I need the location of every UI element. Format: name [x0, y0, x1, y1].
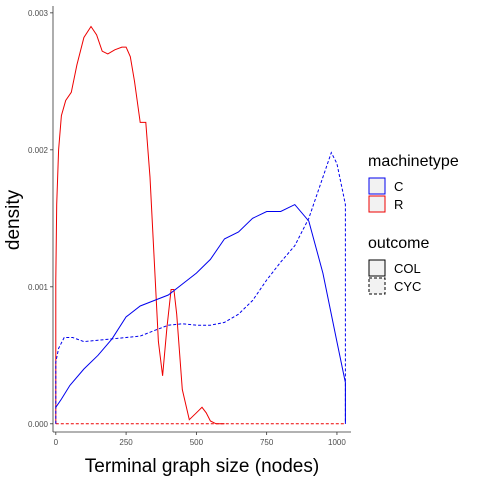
legend-label-cyc: CYC: [394, 279, 421, 294]
legend-title-machinetype: machinetype: [368, 153, 459, 170]
x-tick-label: 250: [119, 438, 133, 447]
legend-label-col: COL: [394, 261, 421, 276]
legend-title-outcome: outcome: [368, 235, 429, 252]
x-tick-label: 1000: [328, 438, 346, 447]
density-line-c-cyc: [56, 153, 346, 424]
axes: 0 250 500 750 1000 0.000 0.001 0.002 0.003: [28, 6, 351, 447]
legend-key-col: [369, 260, 385, 276]
density-line-c-col: [56, 205, 346, 424]
y-tick-label: 0.002: [28, 146, 49, 155]
legend-label-c: C: [394, 179, 403, 194]
x-axis-title: Terminal graph size (nodes): [85, 456, 319, 477]
x-tick-label: 0: [54, 438, 59, 447]
y-axis-title: density: [3, 189, 24, 250]
legend-key-c: [369, 178, 385, 194]
y-tick-label: 0.003: [28, 9, 49, 18]
y-tick-label: 0.001: [28, 283, 49, 292]
y-tick-label: 0.000: [28, 420, 49, 429]
series-layer: [56, 27, 346, 424]
legend-key-cyc: [369, 278, 385, 294]
legend-label-r: R: [394, 197, 403, 212]
x-tick-label: 750: [260, 438, 274, 447]
x-tick-label: 500: [190, 438, 204, 447]
legend-key-r: [369, 196, 385, 212]
density-line-r-col: [56, 27, 225, 424]
